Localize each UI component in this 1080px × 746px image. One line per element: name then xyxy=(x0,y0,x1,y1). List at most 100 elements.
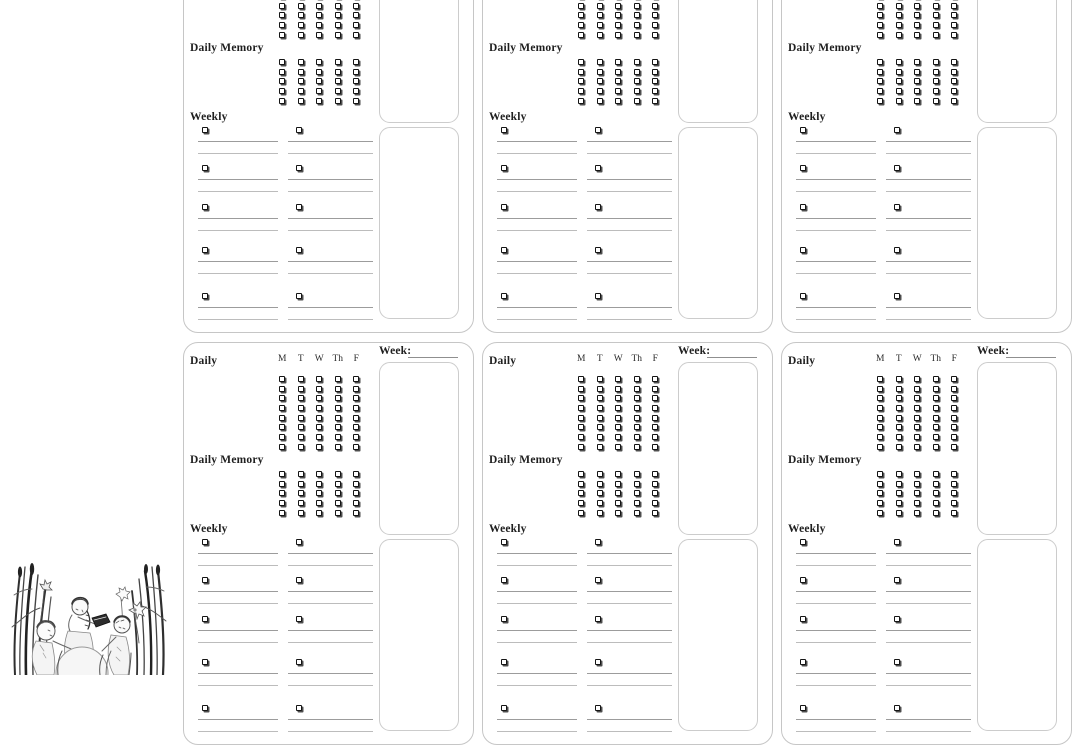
write-line xyxy=(198,630,278,631)
checkbox-icon xyxy=(595,659,601,665)
write-line xyxy=(587,307,672,308)
checkbox-icon xyxy=(202,659,208,665)
write-line xyxy=(796,179,876,180)
weekly-item xyxy=(288,247,373,277)
checkbox-icon xyxy=(202,539,208,545)
weekly-item xyxy=(198,127,278,157)
checkbox-icon xyxy=(877,443,884,450)
checkbox-icon xyxy=(800,293,806,299)
write-line xyxy=(497,591,577,592)
weekly-column-right xyxy=(886,343,971,746)
checkbox-icon xyxy=(296,247,302,253)
checkbox-icon xyxy=(279,424,286,431)
write-line xyxy=(886,642,971,643)
notes-box-bottom xyxy=(379,539,459,731)
checkbox-icon xyxy=(334,22,341,29)
checkbox-icon xyxy=(297,12,304,19)
checkbox-icon xyxy=(877,480,884,487)
checkbox-icon xyxy=(297,2,304,9)
checkbox-icon xyxy=(615,59,622,65)
checkbox-icon xyxy=(316,480,323,487)
checkbox-icon xyxy=(877,414,884,421)
checkbox-icon xyxy=(279,97,286,104)
checkbox-icon xyxy=(877,78,884,85)
weekly-column-left xyxy=(497,0,577,334)
write-line xyxy=(198,673,278,674)
checkbox-icon xyxy=(596,490,603,497)
checkbox-icon xyxy=(353,2,360,9)
write-line xyxy=(587,261,672,262)
write-line xyxy=(198,603,278,604)
checkbox-icon xyxy=(932,509,939,516)
weekly-column-left xyxy=(198,343,278,746)
checkbox-icon xyxy=(316,500,323,507)
checkbox-icon xyxy=(652,471,659,477)
write-line xyxy=(587,630,672,631)
write-line xyxy=(796,230,876,231)
write-line xyxy=(796,307,876,308)
weekly-section-label: Weekly xyxy=(788,111,826,123)
checkbox-icon xyxy=(951,500,958,507)
checkbox-icon xyxy=(894,659,900,665)
checkbox-icon xyxy=(914,97,921,104)
checkbox-icon xyxy=(633,424,640,431)
checkbox-icon xyxy=(951,31,958,38)
checkbox-icon xyxy=(334,68,341,75)
write-line xyxy=(497,261,577,262)
write-line xyxy=(288,141,373,142)
checkbox-icon xyxy=(652,12,659,19)
checkbox-icon xyxy=(578,2,585,9)
write-line xyxy=(198,685,278,686)
checkbox-icon xyxy=(932,414,939,421)
write-line xyxy=(198,230,278,231)
checkbox-icon xyxy=(633,471,640,477)
weekly-column-left xyxy=(497,343,577,746)
day-header-wednesday: W xyxy=(314,354,324,364)
checkbox-icon xyxy=(800,705,806,711)
weekly-item xyxy=(886,659,971,689)
write-line xyxy=(288,731,373,732)
checkbox-icon xyxy=(914,490,921,497)
daily-section-label: Daily xyxy=(788,355,816,367)
checkbox-icon xyxy=(296,165,302,171)
checkbox-icon xyxy=(353,490,360,497)
checkbox-icon xyxy=(615,395,622,402)
weekly-item xyxy=(497,165,577,195)
daily-checkbox-grid xyxy=(572,376,665,454)
checkbox-icon xyxy=(279,31,286,38)
checkbox-icon xyxy=(334,88,341,95)
checkbox-icon xyxy=(334,12,341,19)
checkbox-icon xyxy=(334,405,341,412)
checkbox-icon xyxy=(652,500,659,507)
checkbox-icon xyxy=(800,577,806,583)
checkbox-icon xyxy=(615,78,622,85)
day-header-monday: M xyxy=(577,354,586,364)
weekly-item xyxy=(198,659,278,689)
write-line xyxy=(288,191,373,192)
checkbox-icon xyxy=(578,471,585,477)
write-line xyxy=(886,218,971,219)
checkbox-icon xyxy=(895,68,902,75)
checkbox-icon xyxy=(633,88,640,95)
write-line xyxy=(497,642,577,643)
checkbox-icon xyxy=(279,434,286,441)
checkbox-icon xyxy=(596,424,603,431)
daily-memory-section-label: Daily Memory xyxy=(788,454,862,466)
checkbox-icon xyxy=(202,165,208,171)
checkbox-icon xyxy=(297,434,304,441)
write-line xyxy=(796,141,876,142)
checkbox-icon xyxy=(895,31,902,38)
checkbox-icon xyxy=(652,59,659,65)
weekly-item xyxy=(886,247,971,277)
weekly-item xyxy=(198,293,278,323)
checkbox-icon xyxy=(316,68,323,75)
checkbox-icon xyxy=(877,59,884,65)
weekly-planner-card: Week: Daily M T W Th F Daily Memory Week… xyxy=(183,0,474,333)
weekly-planner-card: Week: Daily M T W Th F Daily Memory Week… xyxy=(482,342,773,745)
checkbox-icon xyxy=(894,539,900,545)
write-line xyxy=(198,141,278,142)
checkbox-icon xyxy=(800,127,806,133)
write-line xyxy=(288,319,373,320)
write-line xyxy=(587,731,672,732)
checkbox-icon xyxy=(914,395,921,402)
